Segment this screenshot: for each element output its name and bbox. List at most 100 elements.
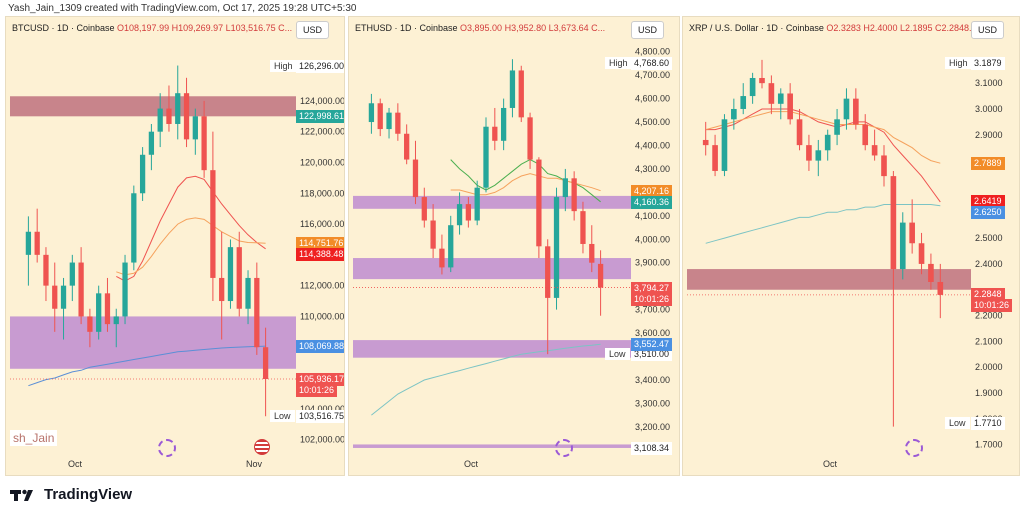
candle <box>518 65 524 123</box>
candle-body <box>386 112 392 130</box>
alert-flash-icon[interactable] <box>158 439 176 457</box>
moving-average-line-2 <box>28 345 266 387</box>
candle-body <box>740 96 747 109</box>
chart-header: Yash_Jain_1309 created with TradingView.… <box>8 3 357 14</box>
us-flag-icon[interactable] <box>254 439 270 455</box>
candle <box>245 270 251 325</box>
candle <box>909 199 915 254</box>
candle-body <box>918 243 925 264</box>
alert-flash-icon[interactable] <box>905 439 923 457</box>
y-tick-label-11: 3,400.00 <box>635 375 670 385</box>
candle-body <box>483 126 489 188</box>
y-tick-label-6: 2.1000 <box>975 336 1003 346</box>
y-tick-label-1: 4,700.00 <box>635 70 670 80</box>
candle <box>796 108 803 151</box>
candle-body <box>545 246 551 298</box>
y-tick-label-3: 2.5000 <box>975 233 1003 243</box>
y-tick-label-6: 110,000.00 <box>300 311 344 321</box>
y-tick-label-2: 4,600.00 <box>635 94 670 104</box>
price-tag-1: 4,160.36 <box>631 195 673 209</box>
candle <box>439 234 445 275</box>
y-tick-label-3: 4,500.00 <box>635 117 670 127</box>
price-tag-0: 122,998.61 <box>296 110 344 124</box>
candle-body <box>749 77 756 97</box>
y-tick-label-2: 2.9000 <box>975 130 1003 140</box>
candle-body <box>597 263 604 288</box>
candle <box>824 129 831 161</box>
bottom-value: 3,108.34 <box>631 442 673 456</box>
candle-body <box>777 93 784 104</box>
candle <box>834 108 840 146</box>
candle <box>430 204 436 259</box>
currency-button[interactable]: USD <box>296 21 330 39</box>
candle-body <box>815 150 822 161</box>
candle <box>787 83 793 125</box>
candle-body <box>210 170 216 278</box>
y-tick-label-1: 3.0000 <box>975 104 1003 114</box>
candle-body <box>192 116 198 140</box>
candle <box>254 262 260 355</box>
candle <box>890 170 897 427</box>
price-tag-3: 10:01:26 <box>631 292 673 306</box>
candle-body <box>377 103 383 130</box>
candle <box>731 98 737 130</box>
zone-0 <box>353 195 631 209</box>
btc-chart-svg: 124,000.00 122,000.00 120,000.00 118,000.00… <box>10 65 344 469</box>
moving-average-line-1 <box>116 217 266 276</box>
candle <box>104 277 111 332</box>
eth-chart-svg: 4,800.00 4,700.00 4,600.00 4,500.00 4,400.00… <box>353 47 670 469</box>
candle-body <box>113 316 119 325</box>
tradingview-brand[interactable]: TradingView <box>10 486 132 503</box>
price-tag-0: 2.7889 <box>971 157 1005 171</box>
candle <box>536 157 542 259</box>
candle <box>553 187 560 310</box>
candle <box>368 93 375 134</box>
y-tick-label-5: 2.2000 <box>975 311 1003 321</box>
candle <box>201 100 207 178</box>
candle-body <box>518 70 524 118</box>
xrp-chart-panel[interactable]: XRP / U.S. Dollar · 1D · Coinbase O2.328… <box>682 16 1020 476</box>
alert-flash-icon[interactable] <box>555 439 573 457</box>
candle <box>210 131 216 302</box>
price-tag-2: 2.6250 <box>971 206 1005 220</box>
xrp-title: XRP / U.S. Dollar · 1D · Coinbase O2.328… <box>689 23 977 33</box>
eth-chart-panel[interactable]: ETHUSD · 1D · Coinbase O3,895.00 H3,952.… <box>348 16 680 476</box>
candle-body <box>796 119 803 146</box>
candle <box>404 124 410 165</box>
zone-0 <box>10 96 296 117</box>
candle <box>34 208 40 263</box>
candle-body <box>25 231 32 255</box>
currency-button[interactable]: USD <box>631 21 665 39</box>
candle-body <box>219 277 225 302</box>
candle <box>777 88 784 120</box>
high-value: 126,296.00 <box>296 59 344 73</box>
btc-chart-panel[interactable]: BTCUSD · 1D · Coinbase O108,197.99 H109,… <box>5 16 345 476</box>
candle-body <box>500 107 507 141</box>
y-tick-label-8: 3,900.00 <box>635 258 670 268</box>
candle-body <box>87 316 93 332</box>
candle <box>131 185 137 271</box>
candle <box>386 107 392 139</box>
candle-body <box>236 247 242 309</box>
candle-body <box>43 254 49 286</box>
candle-body <box>456 204 463 226</box>
candle <box>492 107 498 151</box>
candle-body <box>96 293 102 332</box>
candle <box>183 77 190 148</box>
candle-body <box>721 119 728 171</box>
high-value: 3.1879 <box>971 57 1005 70</box>
y-tick-label-4: 2.4000 <box>975 259 1003 269</box>
candle-body <box>580 211 586 244</box>
y-tick-label-12: 3,300.00 <box>635 398 670 408</box>
candle-body <box>412 159 419 198</box>
price-tag-2: 3,794.27 <box>631 281 673 295</box>
candle <box>589 225 595 273</box>
currency-button[interactable]: USD <box>971 21 1005 39</box>
zone-2 <box>353 340 631 358</box>
candle <box>853 88 859 130</box>
y-tick-label-6: 4,100.00 <box>635 211 670 221</box>
candle-body <box>52 285 58 309</box>
candle-body <box>571 178 577 212</box>
high-value: 4,768.60 <box>631 57 673 70</box>
candle-body <box>843 98 850 120</box>
